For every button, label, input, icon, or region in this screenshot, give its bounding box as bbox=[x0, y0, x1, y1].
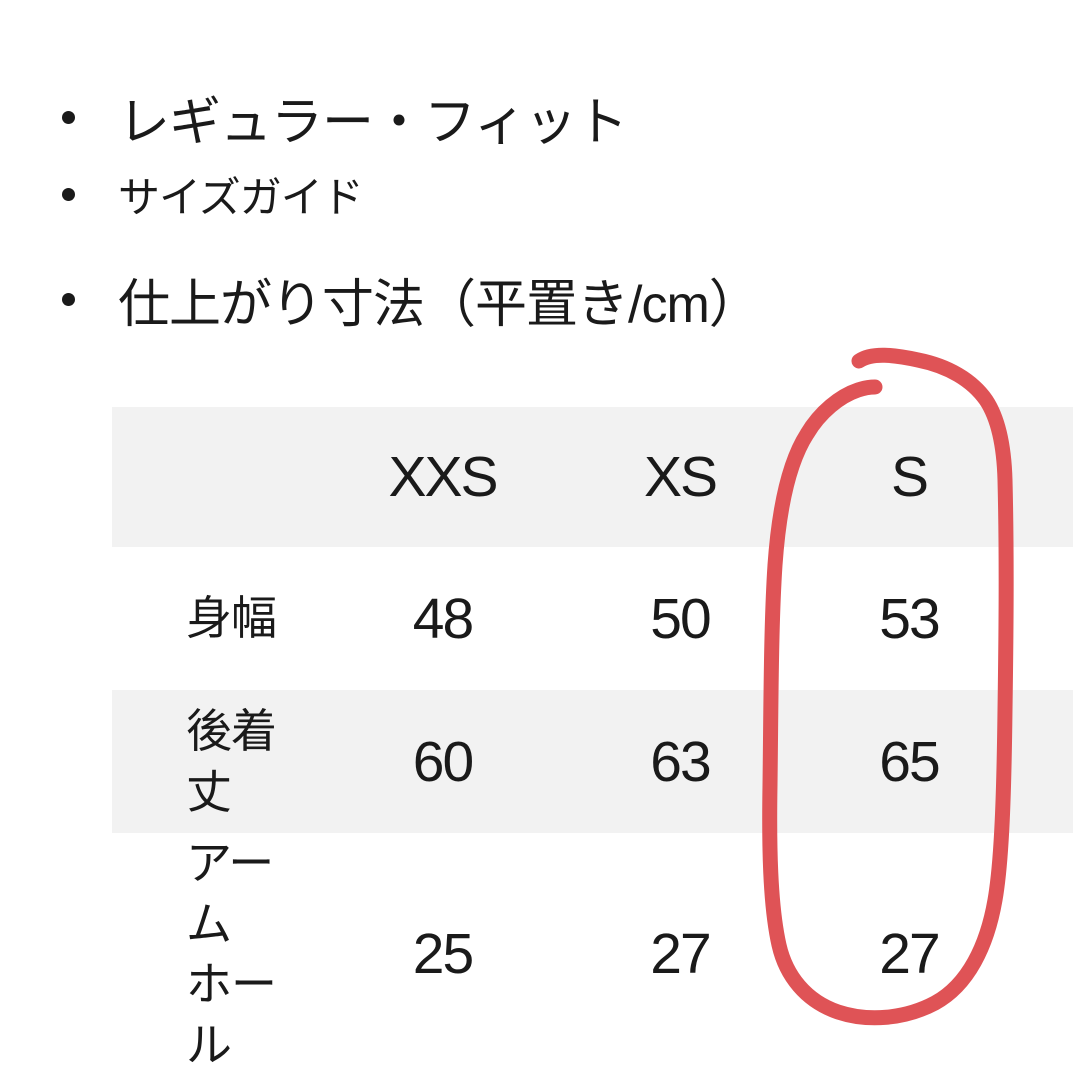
table-row-armhole: アーム ホール 25 27 27 bbox=[112, 833, 1073, 1076]
body-width-xxs: 48 bbox=[412, 586, 474, 651]
body-width-xs: 50 bbox=[650, 586, 711, 651]
fit-label: レギュラー・フィット bbox=[118, 94, 628, 152]
table-row-back-length: 後着丈 60 63 65 bbox=[112, 690, 1073, 833]
size-table-header-row: XXS XS S bbox=[112, 407, 1073, 547]
size-chart-table: XXS XS S 身幅 48 50 53 後着丈 60 63 65 アーム ホー… bbox=[112, 407, 1073, 1076]
bullet-dot-icon bbox=[62, 111, 75, 124]
armhole-s: 27 bbox=[879, 922, 940, 987]
table-row-body-width: 身幅 48 50 53 bbox=[112, 547, 1073, 690]
column-header-s: S bbox=[890, 445, 929, 509]
armhole-xs: 27 bbox=[650, 922, 711, 987]
column-header-xs: XS bbox=[643, 445, 718, 509]
bullet-item-size-guide: サイズガイド bbox=[62, 164, 364, 225]
bullet-item-fit: レギュラー・フィット bbox=[62, 80, 628, 155]
body-width-s: 53 bbox=[879, 586, 940, 651]
back-length-s: 65 bbox=[879, 729, 940, 794]
size-table-corner-cell bbox=[112, 407, 310, 547]
column-header-xxs: XXS bbox=[388, 445, 498, 509]
measurements-label: 仕上がり寸法（平置き/cm） bbox=[118, 276, 761, 334]
armhole-xxs: 25 bbox=[412, 922, 474, 987]
bullet-dot-icon bbox=[62, 188, 75, 201]
bullet-item-measurements: 仕上がり寸法（平置き/cm） bbox=[62, 262, 761, 337]
size-guide-label: サイズガイド bbox=[118, 174, 364, 221]
row-label-armhole: アーム ホール bbox=[186, 837, 277, 1072]
row-label-back-length: 後着丈 bbox=[186, 704, 277, 818]
row-label-body-width: 身幅 bbox=[186, 592, 277, 645]
back-length-xxs: 60 bbox=[412, 729, 474, 794]
back-length-xs: 63 bbox=[650, 729, 711, 794]
bullet-dot-icon bbox=[62, 293, 75, 306]
